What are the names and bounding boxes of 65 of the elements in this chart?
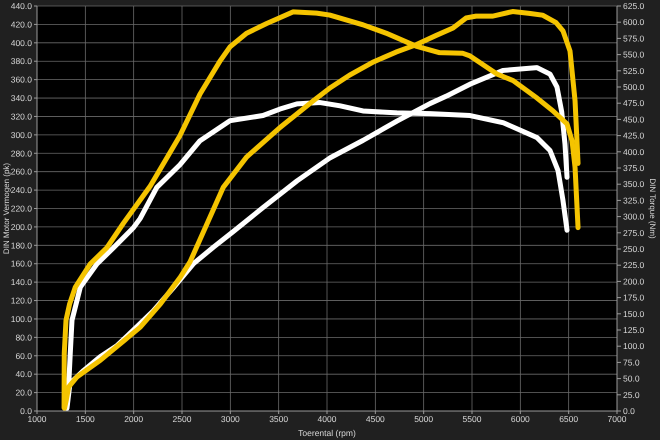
y2-tick-label: 200.0 [623, 276, 645, 286]
x-tick-label: 4500 [366, 414, 386, 424]
y2-tick-label: 175.0 [623, 292, 645, 303]
y2-tick-label: 625.0 [623, 1, 645, 12]
y2-tick-label: 150.0 [623, 308, 645, 319]
y-tick-label: 280.0 [10, 148, 32, 158]
y2-tick-label: 325.0 [623, 195, 645, 206]
y2-tick-label: 25.0 [623, 390, 640, 400]
y2-tick-label: 100.0 [623, 341, 645, 352]
y2-tick-label: 525.0 [623, 66, 645, 76]
y-tick-label: 340.0 [10, 93, 32, 104]
y-tick-label: 80.0 [15, 332, 32, 342]
y2-tick-label: 275.0 [623, 228, 645, 238]
x-tick-label: 5000 [414, 414, 434, 424]
y-tick-label: 160.0 [10, 258, 32, 269]
y2-tick-label: 575.0 [623, 33, 645, 44]
x-tick-label: 7000 [608, 414, 627, 424]
y-tick-label: 320.0 [10, 111, 32, 122]
x-tick-label: 3000 [220, 414, 240, 424]
y-tick-label: 60.0 [15, 350, 32, 361]
y2-tick-label: 400.0 [623, 146, 645, 157]
y-tick-label: 380.0 [10, 56, 32, 66]
y2-axis-title: DIN Torque (Nm) [648, 178, 658, 239]
x-tick-label: 6000 [510, 414, 530, 424]
y-tick-label: 300.0 [10, 130, 32, 140]
y-tick-label: 420.0 [10, 19, 32, 30]
y-tick-label: 0.0 [20, 406, 32, 416]
y2-tick-label: 350.0 [623, 179, 645, 190]
x-tick-label: 1500 [76, 414, 96, 424]
y-tick-label: 400.0 [10, 38, 32, 48]
x-tick-label: 5500 [462, 414, 482, 424]
y2-tick-label: 550.0 [623, 50, 645, 60]
y-tick-label: 240.0 [10, 185, 32, 196]
y-tick-label: 140.0 [10, 277, 32, 288]
y2-tick-label: 500.0 [623, 82, 645, 92]
y2-tick-label: 450.0 [623, 114, 645, 124]
y2-tick-label: 375.0 [623, 163, 645, 174]
x-tick-label: 3500 [269, 414, 288, 424]
y-tick-label: 220.0 [10, 204, 32, 214]
x-tick-label: 2500 [172, 414, 192, 424]
x-tick-label: 1000 [28, 414, 47, 424]
x-axis-title: Toerental (rpm) [298, 428, 356, 438]
y-tick-label: 20.0 [15, 388, 32, 398]
y-tick-label: 100.0 [10, 314, 32, 324]
y-tick-label: 260.0 [10, 166, 32, 177]
y2-tick-label: 225.0 [623, 260, 645, 270]
y-tick-label: 360.0 [10, 74, 32, 85]
y2-tick-label: 250.0 [623, 244, 645, 254]
y-tick-label: 200.0 [10, 222, 32, 232]
x-tick-label: 2000 [124, 414, 144, 424]
y2-tick-label: 50.0 [623, 374, 640, 384]
y2-tick-label: 600.0 [623, 17, 645, 28]
y-tick-label: 120.0 [10, 296, 32, 306]
x-tick-label: 6500 [559, 414, 578, 424]
y2-tick-label: 0.0 [623, 406, 636, 416]
y2-tick-label: 75.0 [623, 357, 640, 368]
y-tick-label: 40.0 [15, 369, 32, 380]
y2-tick-label: 125.0 [623, 325, 645, 336]
x-tick-label: 4000 [318, 414, 337, 424]
y2-tick-label: 300.0 [623, 212, 645, 222]
y2-tick-label: 425.0 [623, 130, 645, 141]
y-tick-label: 440.0 [10, 1, 32, 12]
y-axis-title: DIN Motor Vermogen (pk) [2, 162, 11, 254]
y2-tick-label: 475.0 [623, 98, 645, 108]
y-tick-label: 180.0 [10, 240, 32, 250]
